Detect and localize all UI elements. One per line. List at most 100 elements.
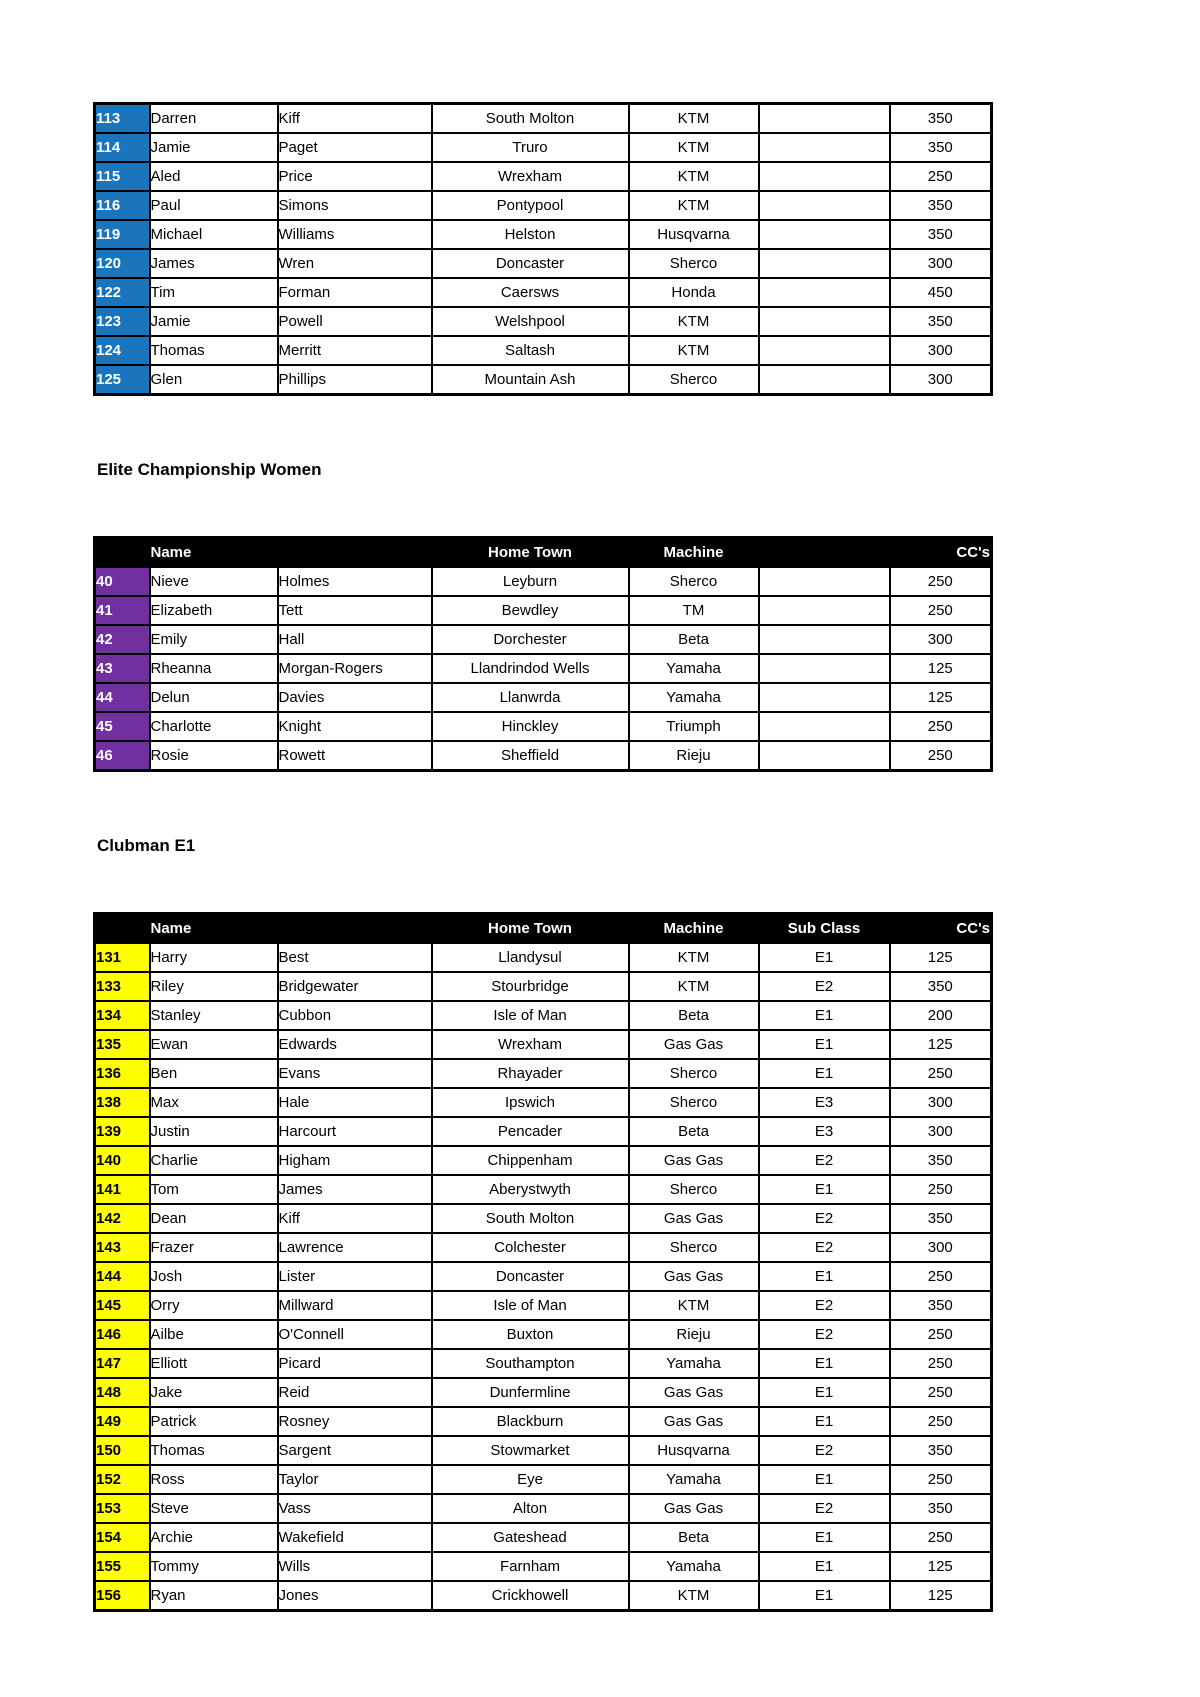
home-town-cell: Welshpool xyxy=(430,306,630,337)
first-name-cell: Stanley xyxy=(148,1000,279,1031)
home-town-cell: Llandrindod Wells xyxy=(430,653,630,684)
home-town-cell: Isle of Man xyxy=(430,1290,630,1321)
rider-number-cell: 138 xyxy=(93,1087,151,1118)
cc-cell: 250 xyxy=(888,1377,993,1408)
rider-number-cell: 113 xyxy=(93,102,151,134)
machine-cell: Gas Gas xyxy=(627,1261,760,1292)
first-name-cell: Rheanna xyxy=(148,653,279,684)
home-town-header: Home Town xyxy=(430,536,630,568)
sub-class-cell xyxy=(757,132,891,163)
surname-cell: Forman xyxy=(276,277,433,308)
rider-number-cell: 154 xyxy=(93,1522,151,1553)
cc-header: CC's xyxy=(888,912,993,944)
cc-cell: 300 xyxy=(888,364,993,396)
entry-row: 122 Tim Forman Caersws Honda 450 xyxy=(93,277,993,308)
home-town-cell: Crickhowell xyxy=(430,1580,630,1612)
home-town-cell: Wrexham xyxy=(430,1029,630,1060)
sub-class-cell xyxy=(757,161,891,192)
surname-cell: Bridgewater xyxy=(276,971,433,1002)
entry-row: 152 Ross Taylor Eye Yamaha E1 250 xyxy=(93,1464,993,1495)
sub-class-cell: E1 xyxy=(757,1522,891,1553)
surname-cell: Evans xyxy=(276,1058,433,1089)
first-name-cell: Ewan xyxy=(148,1029,279,1060)
rider-number-cell: 41 xyxy=(93,595,151,626)
sub-class-cell: E1 xyxy=(757,1464,891,1495)
cc-cell: 300 xyxy=(888,624,993,655)
cc-cell: 300 xyxy=(888,248,993,279)
machine-cell: KTM xyxy=(627,132,760,163)
surname-cell: Reid xyxy=(276,1377,433,1408)
entry-row: 44 Delun Davies Llanwrda Yamaha 125 xyxy=(93,682,993,713)
rider-number-cell: 143 xyxy=(93,1232,151,1263)
first-name-cell: Paul xyxy=(148,190,279,221)
surname-cell: Rosney xyxy=(276,1406,433,1437)
home-town-cell: Helston xyxy=(430,219,630,250)
entry-table: Name Home Town Machine CC's 40 Nieve Holmes Ley… xyxy=(93,536,993,772)
cc-cell: 125 xyxy=(888,682,993,713)
surname-cell: O'Connell xyxy=(276,1319,433,1350)
first-name-cell: Steve xyxy=(148,1493,279,1524)
rider-number-cell: 124 xyxy=(93,335,151,366)
cc-cell: 250 xyxy=(888,1058,993,1089)
surname-cell: Lister xyxy=(276,1261,433,1292)
entry-table: Name Home Town Machine Sub Class CC's 131 Harr… xyxy=(93,912,993,1612)
rider-number-cell: 45 xyxy=(93,711,151,742)
home-town-cell: Colchester xyxy=(430,1232,630,1263)
machine-cell: Rieju xyxy=(627,740,760,772)
machine-header: Machine xyxy=(627,536,760,568)
sub-class-cell xyxy=(757,711,891,742)
entry-row: 155 Tommy Wills Farnham Yamaha E1 125 xyxy=(93,1551,993,1582)
home-town-cell: Isle of Man xyxy=(430,1000,630,1031)
home-town-cell: Chippenham xyxy=(430,1145,630,1176)
surname-cell: Sargent xyxy=(276,1435,433,1466)
machine-cell: Yamaha xyxy=(627,682,760,713)
cc-cell: 250 xyxy=(888,1464,993,1495)
surname-cell: Best xyxy=(276,942,433,973)
sub-class-cell xyxy=(757,653,891,684)
sub-class-cell xyxy=(757,277,891,308)
entry-row: 150 Thomas Sargent Stowmarket Husqvarna E2 350 xyxy=(93,1435,993,1466)
sub-class-cell: E2 xyxy=(757,1319,891,1350)
machine-cell: Triumph xyxy=(627,711,760,742)
name-header: Name xyxy=(148,912,279,944)
sub-class-cell xyxy=(757,595,891,626)
machine-header: Machine xyxy=(627,912,760,944)
entry-row: 46 Rosie Rowett Sheffield Rieju 250 xyxy=(93,740,993,772)
cc-cell: 250 xyxy=(888,566,993,597)
first-name-cell: Tommy xyxy=(148,1551,279,1582)
entry-row: 40 Nieve Holmes Leyburn Sherco 250 xyxy=(93,566,993,597)
home-town-cell: Hinckley xyxy=(430,711,630,742)
surname-cell: Kiff xyxy=(276,1203,433,1234)
home-town-cell: Farnham xyxy=(430,1551,630,1582)
rider-number-cell: 46 xyxy=(93,740,151,772)
first-name-cell: Ben xyxy=(148,1058,279,1089)
entry-row: 153 Steve Vass Alton Gas Gas E2 350 xyxy=(93,1493,993,1524)
number-header xyxy=(93,912,151,944)
machine-cell: Yamaha xyxy=(627,1464,760,1495)
entry-row: 147 Elliott Picard Southampton Yamaha E1 250 xyxy=(93,1348,993,1379)
entry-row: 125 Glen Phillips Mountain Ash Sherco 300 xyxy=(93,364,993,396)
rider-number-cell: 144 xyxy=(93,1261,151,1292)
first-name-cell: Justin xyxy=(148,1116,279,1147)
sub-class-cell xyxy=(757,190,891,221)
first-name-cell: Charlie xyxy=(148,1145,279,1176)
first-name-cell: Orry xyxy=(148,1290,279,1321)
sub-class-cell: E2 xyxy=(757,1493,891,1524)
cc-cell: 125 xyxy=(888,1551,993,1582)
home-town-cell: Llandysul xyxy=(430,942,630,973)
machine-cell: Sherco xyxy=(627,1174,760,1205)
cc-cell: 350 xyxy=(888,132,993,163)
sub-class-cell: E1 xyxy=(757,1348,891,1379)
cc-cell: 300 xyxy=(888,1232,993,1263)
entry-row: 139 Justin Harcourt Pencader Beta E3 300 xyxy=(93,1116,993,1147)
entry-row: 42 Emily Hall Dorchester Beta 300 xyxy=(93,624,993,655)
home-town-cell: Rhayader xyxy=(430,1058,630,1089)
rider-number-cell: 136 xyxy=(93,1058,151,1089)
rider-number-cell: 40 xyxy=(93,566,151,597)
sub-class-cell: E1 xyxy=(757,1406,891,1437)
first-name-cell: Thomas xyxy=(148,1435,279,1466)
entry-row: 136 Ben Evans Rhayader Sherco E1 250 xyxy=(93,1058,993,1089)
machine-cell: TM xyxy=(627,595,760,626)
sub-class-cell xyxy=(757,566,891,597)
first-name-cell: Tom xyxy=(148,1174,279,1205)
